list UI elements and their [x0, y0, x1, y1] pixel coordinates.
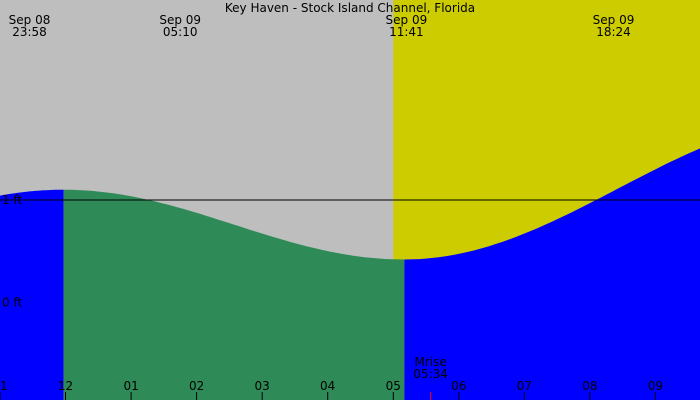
y-tick-label: 0 ft [2, 296, 22, 310]
x-tick-label: 06 [451, 379, 466, 393]
rising-tide-segment [0, 189, 64, 400]
rising-tide-segment [404, 148, 700, 400]
extreme-time-label: 05:10 [163, 25, 198, 39]
x-tick-label: 05 [386, 379, 401, 393]
extreme-date-label: Sep 09 [159, 13, 201, 27]
x-tick-label: 04 [320, 379, 335, 393]
x-tick-labels: 11 12 01 02 03 04 05 06 07 08 09 [0, 379, 663, 400]
extreme-time-label: 18:24 [596, 25, 631, 39]
extreme-time-label: 11:41 [389, 25, 424, 39]
y-tick-labels: 1 ft 0 ft [2, 193, 22, 310]
x-tick-label: 03 [255, 379, 270, 393]
x-tick-label: 08 [582, 379, 597, 393]
x-tick-label: 11 [0, 379, 8, 393]
x-tick-label: 12 [58, 379, 73, 393]
extreme-date-label: Sep 08 [9, 13, 51, 27]
extreme-time-label: 23:58 [12, 25, 47, 39]
x-tick-label: 01 [123, 379, 138, 393]
moon-event-time: 05:34 [413, 367, 448, 381]
x-tick-label: 09 [648, 379, 663, 393]
chart-title: Key Haven - Stock Island Channel, Florid… [225, 1, 475, 15]
x-tick-label: 07 [517, 379, 532, 393]
tide-curve [0, 148, 700, 400]
y-tick-label: 1 ft [2, 193, 22, 207]
falling-tide-segment [63, 189, 405, 400]
moon-event-name: Mrise [414, 355, 446, 369]
x-tick-label: 02 [189, 379, 204, 393]
extreme-date-label: Sep 09 [593, 13, 635, 27]
extreme-date-label: Sep 09 [386, 13, 428, 27]
